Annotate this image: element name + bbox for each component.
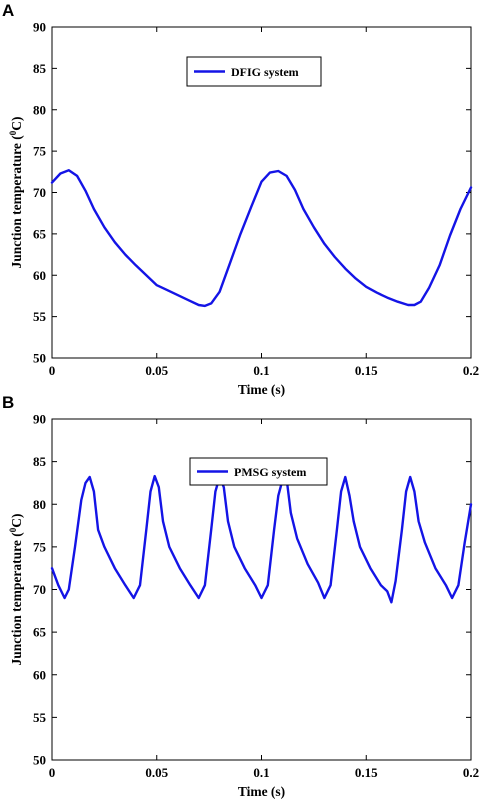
x-tick-label: 0 [49,765,56,780]
y-tick-label: 50 [33,753,46,768]
y-axis-label: Junction temperature (0C) [8,117,24,269]
y-axis-label-superscript: 0 [8,527,18,532]
y-tick-label: 50 [33,351,46,366]
panel-letter: A [2,1,14,20]
x-tick-label: 0.2 [463,363,479,378]
y-tick-label: 85 [33,61,47,76]
x-tick-label: 0.05 [145,363,168,378]
y-tick-label: 55 [33,710,47,725]
y-tick-label: 70 [33,185,46,200]
y-axis-label-unit: C) [9,117,24,131]
x-tick-label: 0.15 [355,363,378,378]
chart-panel-b: B 0 0.05 0.1 0.15 0.2 50 55 60 65 70 75 80 85 90 Time (… [2,393,479,799]
x-tick-label: 0.2 [463,765,479,780]
series-line [50,474,473,604]
y-axis-label: Junction temperature (0C) [8,514,24,666]
y-tick-label: 90 [33,412,46,427]
x-tick-label: 0 [49,363,56,378]
y-tick-label: 80 [33,102,46,117]
y-axis-label-superscript: 0 [8,130,18,135]
y-tick-label: 60 [33,268,46,283]
series-line [50,168,473,308]
legend-label: PMSG system [234,465,306,479]
y-tick-label: 90 [33,20,46,35]
y-tick-label: 65 [33,226,47,241]
y-tick-label: 60 [33,667,46,682]
y-axis-label-main: Junction temperature ( [9,135,24,269]
y-tick-label: 80 [33,497,46,512]
y-tick-label: 75 [33,539,47,554]
legend-label: DFIG system [231,65,299,79]
y-axis-label-main: Junction temperature ( [9,532,24,666]
x-tick-label: 0.1 [253,765,269,780]
chart-panel-a: A 0 0.05 0.1 0.15 0.2 50 55 60 65 70 75 80 85 90 Time (… [2,1,479,397]
y-tick-label: 75 [33,144,47,159]
x-tick-label: 0.05 [145,765,168,780]
x-axis-label: Time (s) [238,784,285,799]
y-axis-label-unit: C) [9,514,24,528]
y-tick-label: 70 [33,582,46,597]
panel-letter: B [2,393,14,412]
x-axis-label: Time (s) [238,382,285,397]
y-tick-label: 85 [33,454,47,469]
y-tick-label: 65 [33,625,47,640]
y-tick-label: 55 [33,309,47,324]
x-tick-label: 0.15 [355,765,378,780]
x-tick-label: 0.1 [253,363,269,378]
